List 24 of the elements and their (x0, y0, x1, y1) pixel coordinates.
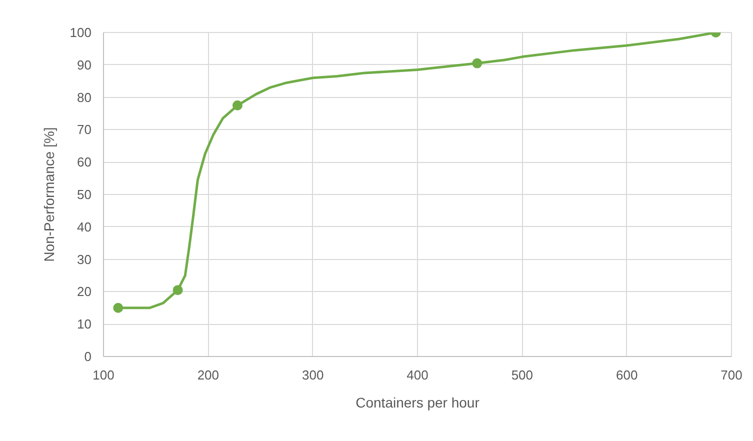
x-tick-label: 100 (92, 368, 114, 382)
x-axis-title: Containers per hour (356, 394, 480, 410)
x-tick-label: 300 (302, 368, 324, 382)
y-tick-label: 60 (77, 154, 92, 170)
x-tick-label: 500 (511, 368, 534, 382)
x-tick-label: 700 (720, 368, 742, 382)
y-tick-label: 80 (77, 90, 92, 105)
y-axis-title: Non-Performance [%] (40, 127, 57, 262)
y-tick-label: 30 (77, 252, 92, 267)
y-tick-label: 10 (77, 316, 92, 332)
y-tick-label: 90 (77, 57, 92, 72)
point (113, 302, 124, 313)
y-tick-label: 0 (84, 349, 92, 364)
point (232, 100, 242, 110)
x-tick-label: 400 (406, 368, 428, 382)
y-tick-label: 20 (77, 284, 92, 300)
y-tick-label: 40 (77, 219, 92, 234)
y-tick-label: 50 (77, 187, 92, 202)
y-tick-label: 70 (77, 122, 92, 138)
point (472, 58, 482, 68)
x-tick-label: 600 (616, 368, 638, 382)
y-tick-label: 100 (70, 25, 92, 40)
x-tick-label: 200 (197, 368, 220, 382)
point (172, 285, 183, 296)
